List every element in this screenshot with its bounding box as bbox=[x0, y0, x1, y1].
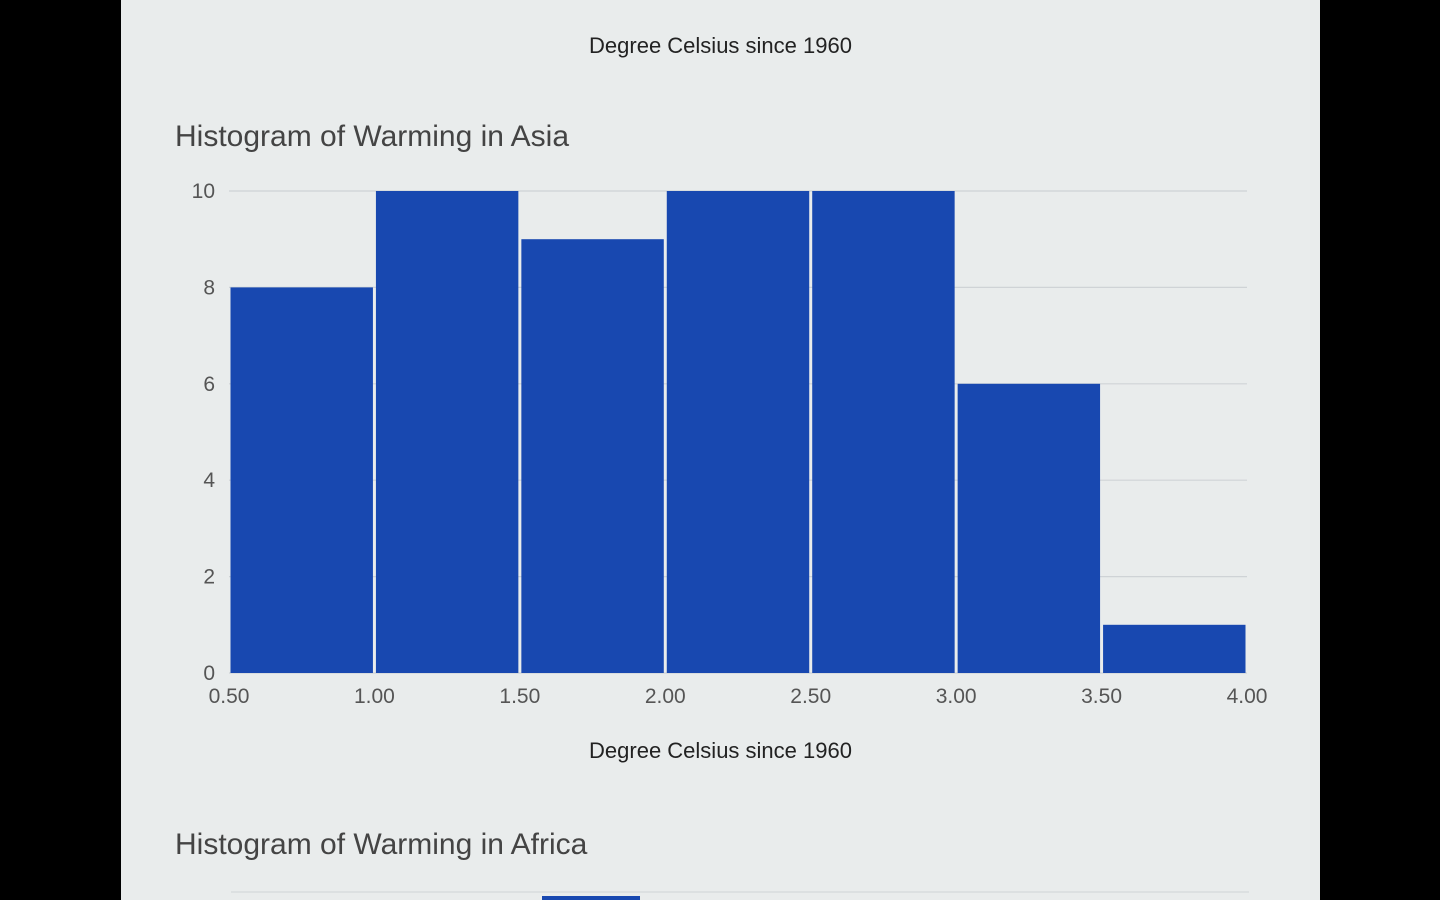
previous-chart-x-axis-label: Degree Celsius since 1960 bbox=[589, 33, 852, 58]
histogram-bar bbox=[812, 191, 955, 673]
histogram-chart: 0 2 4 6 8 10 0.50 1.00 1.50 2.00 2.50 3.00 3.50 4.00 bbox=[192, 180, 1268, 708]
x-tick-label: 3.00 bbox=[936, 685, 977, 708]
histogram-bar bbox=[666, 191, 810, 673]
histogram-bar bbox=[1103, 624, 1246, 673]
y-tick-label: 8 bbox=[203, 276, 215, 299]
histogram-bar bbox=[375, 191, 519, 673]
next-chart-title: Histogram of Warming in Africa bbox=[175, 828, 588, 861]
x-axis-label: Degree Celsius since 1960 bbox=[589, 738, 852, 763]
y-tick-label: 2 bbox=[203, 566, 215, 589]
y-tick-label: 6 bbox=[203, 373, 215, 396]
y-tick-label: 4 bbox=[203, 469, 215, 492]
x-tick-label: 1.50 bbox=[499, 685, 540, 708]
next-chart-partial bbox=[231, 891, 1249, 900]
chart-title: Histogram of Warming in Asia bbox=[175, 120, 570, 153]
bars bbox=[230, 191, 1246, 673]
y-tick-label: 10 bbox=[192, 180, 215, 203]
y-tick-label: 0 bbox=[203, 662, 215, 685]
next-chart-bar-partial bbox=[542, 896, 640, 900]
x-tick-label: 4.00 bbox=[1227, 685, 1268, 708]
histogram-bar bbox=[230, 287, 373, 673]
x-tick-label: 3.50 bbox=[1081, 685, 1122, 708]
x-tick-labels: 0.50 1.00 1.50 2.00 2.50 3.00 3.50 4.00 bbox=[209, 685, 1268, 708]
x-tick-label: 0.50 bbox=[209, 685, 250, 708]
x-tick-label: 1.00 bbox=[354, 685, 395, 708]
page: Degree Celsius since 1960 Histogram of W… bbox=[121, 0, 1320, 900]
x-tick-label: 2.00 bbox=[645, 685, 686, 708]
histogram-bar bbox=[957, 383, 1101, 673]
x-tick-label: 2.50 bbox=[790, 685, 831, 708]
y-tick-labels: 0 2 4 6 8 10 bbox=[192, 180, 216, 685]
histogram-bar bbox=[521, 239, 664, 673]
